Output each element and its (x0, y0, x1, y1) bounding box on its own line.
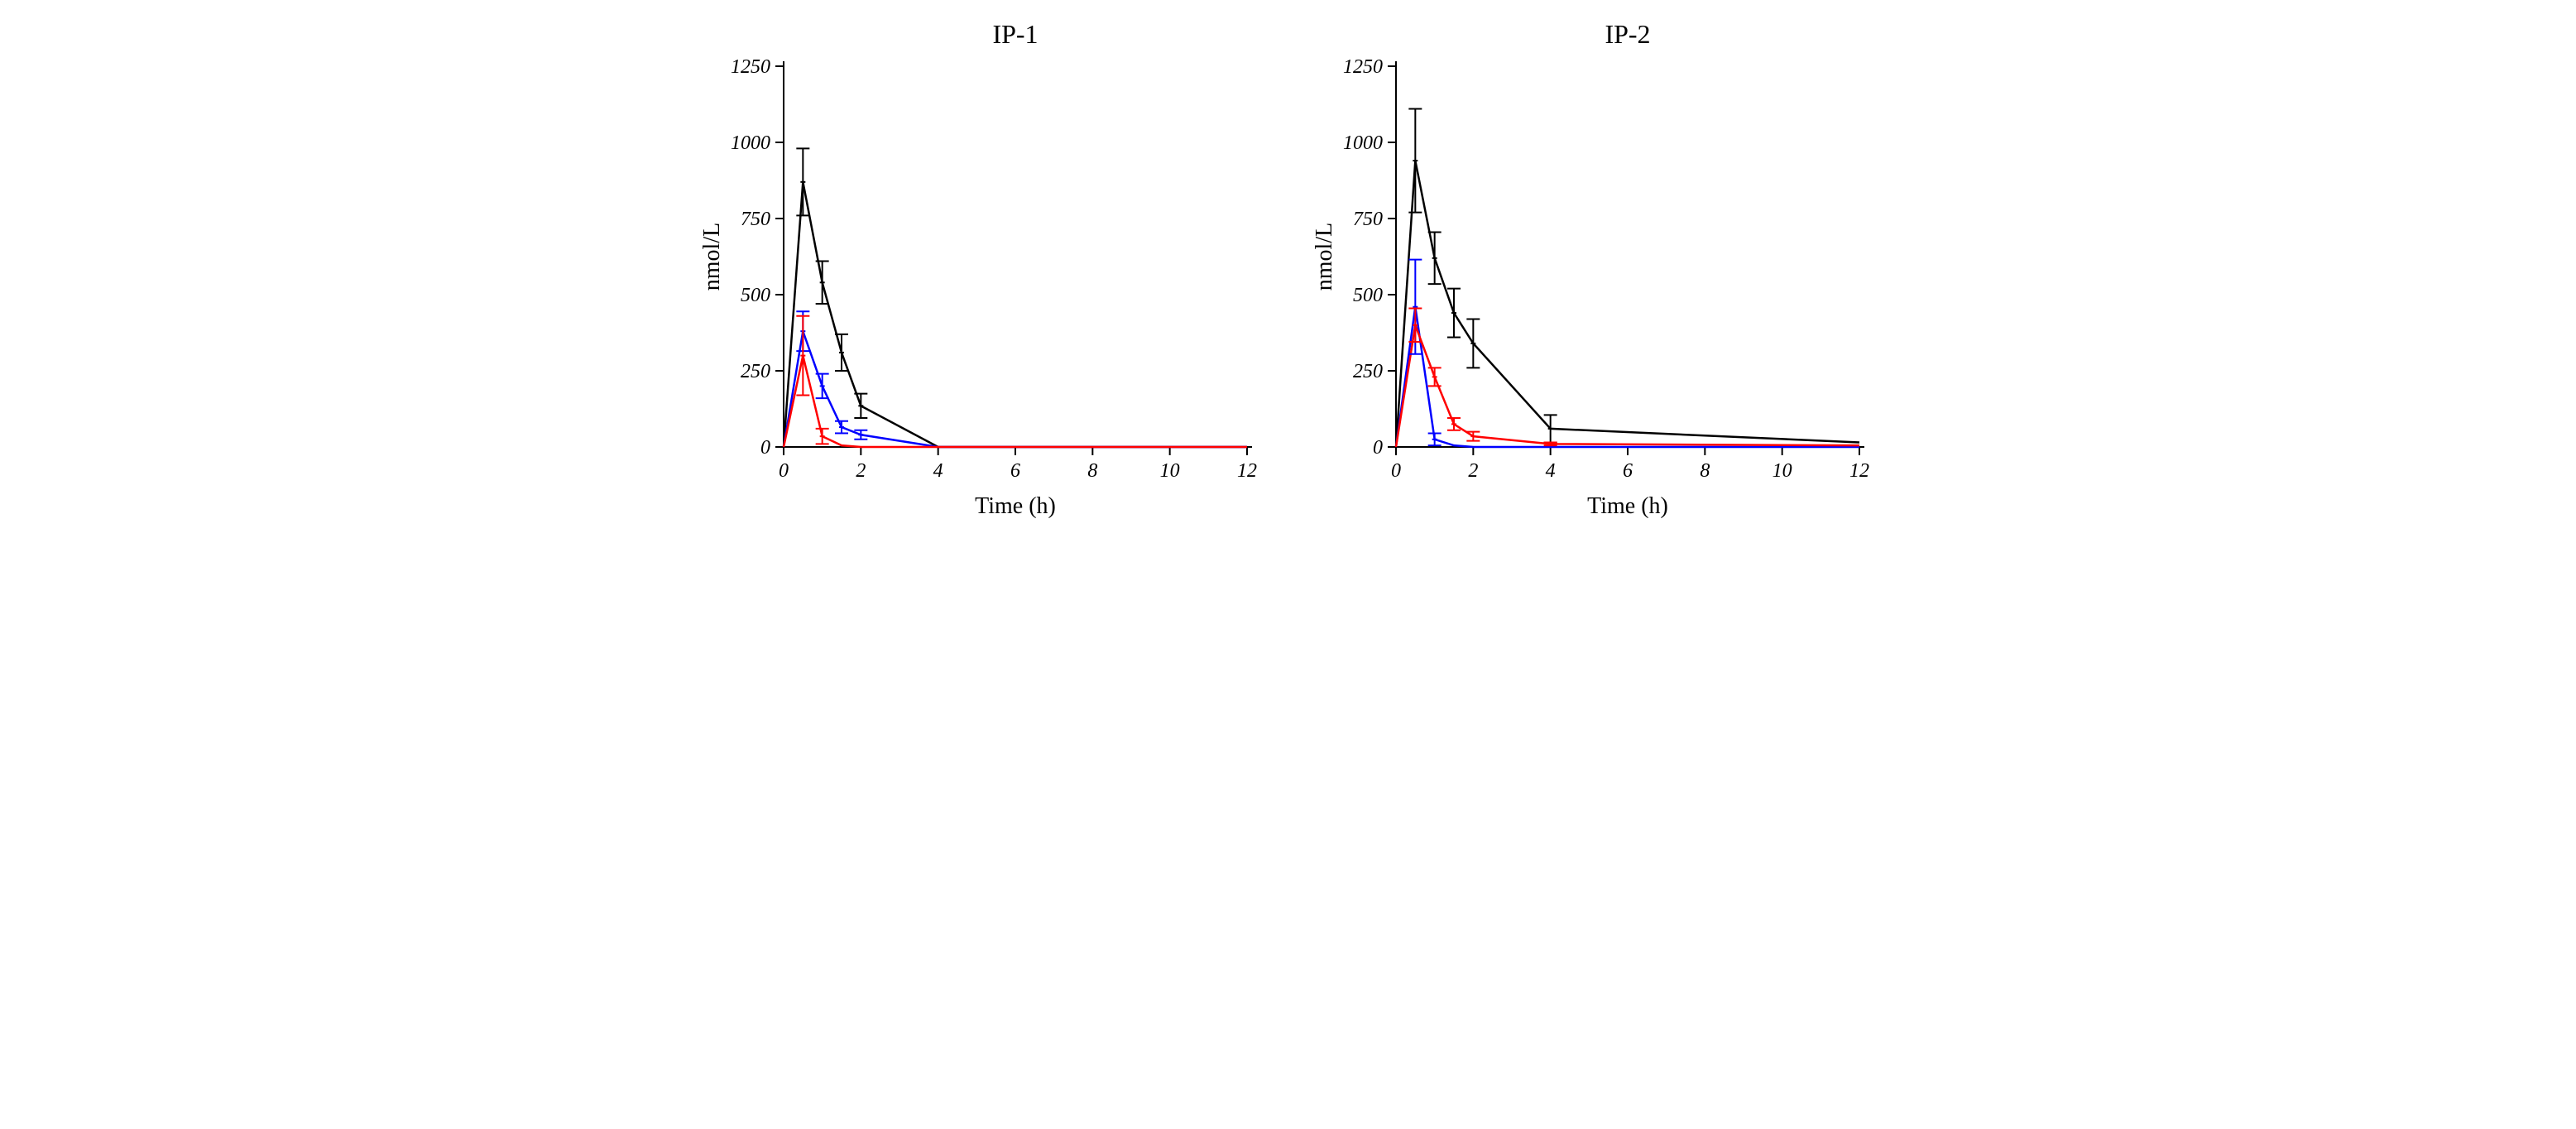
x-tick-label: 10 (1159, 460, 1179, 482)
y-tick-label: 1000 (1343, 132, 1383, 154)
y-tick-label: 0 (1373, 437, 1383, 459)
chart-title: IP-1 (992, 19, 1038, 49)
y-tick-label: 1000 (731, 132, 770, 154)
series-line-black (784, 182, 1247, 447)
series-line-blue (784, 331, 1247, 447)
x-tick-label: 12 (1849, 460, 1869, 482)
x-axis-label: Time (h) (975, 493, 1056, 519)
chart-title: IP-2 (1605, 19, 1650, 49)
chart-svg-ip2: IP-2 0 250 500 750 1000 1250 0 2 4 6 8 10 12 Time (h) n… (1305, 17, 1884, 546)
series-line-red (784, 356, 1247, 447)
x-tick-label: 4 (933, 460, 943, 482)
x-tick-label: 6 (1623, 460, 1633, 482)
x-tick-label: 0 (779, 460, 789, 482)
panel-ip1: IP-1 0 250 500 750 1000 1250 0 2 4 6 8 10 12 Time (h) n… (693, 17, 1272, 546)
panel-ip2: IP-2 0 250 500 750 1000 1250 0 2 4 6 8 10 12 Time (h) n… (1305, 17, 1884, 546)
x-tick-label: 0 (1391, 460, 1401, 482)
series-line-red (1396, 325, 1859, 447)
y-tick-label: 500 (1353, 285, 1383, 306)
y-tick-label: 0 (760, 437, 770, 459)
y-tick-label: 1250 (1343, 56, 1383, 78)
x-tick-label: 8 (1700, 460, 1710, 482)
y-tick-label: 1250 (731, 56, 770, 78)
x-tick-label: 10 (1772, 460, 1792, 482)
series-line-black (1396, 161, 1859, 447)
chart-svg-ip1: IP-1 0 250 500 750 1000 1250 0 2 4 6 8 10 12 Time (h) n… (693, 17, 1272, 546)
x-axis-label: Time (h) (1587, 493, 1668, 519)
y-axis-label: nmol/L (1312, 223, 1337, 291)
y-tick-label: 250 (1353, 361, 1383, 382)
y-tick-label: 500 (741, 285, 770, 306)
x-tick-label: 12 (1237, 460, 1257, 482)
y-tick-label: 250 (741, 361, 770, 382)
figure-container: IP-1025050075010001250024681012Time (h)n… (17, 17, 2559, 546)
y-axis-label: nmol/L (699, 223, 725, 291)
x-tick-label: 8 (1087, 460, 1097, 482)
y-tick-label: 750 (741, 209, 770, 230)
x-tick-label: 2 (856, 460, 866, 482)
x-tick-label: 2 (1468, 460, 1478, 482)
x-tick-label: 6 (1010, 460, 1020, 482)
x-tick-label: 4 (1545, 460, 1555, 482)
series-line-blue (1396, 307, 1859, 447)
y-tick-label: 750 (1353, 209, 1383, 230)
